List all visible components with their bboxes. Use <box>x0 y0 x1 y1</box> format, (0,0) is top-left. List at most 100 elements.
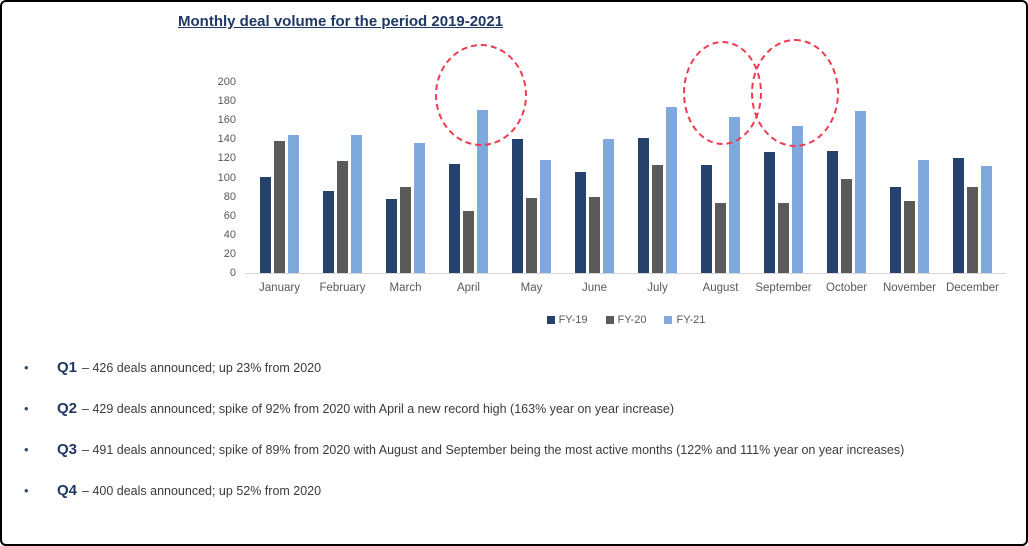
bar-fy-20-december <box>967 187 978 273</box>
x-axis-line <box>245 273 1006 274</box>
x-tick-label-march: March <box>389 282 422 294</box>
bar-group-august <box>689 82 752 273</box>
bar-group-june <box>563 82 626 273</box>
bullet-quarter-label: Q1 <box>57 359 78 376</box>
bullet-row-q4: • Q4 – 400 deals announced; up 52% from 20… <box>24 482 321 499</box>
bar-fy-20-february <box>337 161 348 273</box>
bar-fy-19-september <box>764 152 775 273</box>
bar-fy-21-june <box>603 139 614 273</box>
bar-fy-21-february <box>351 135 362 273</box>
bar-group-november <box>878 82 941 273</box>
bar-fy-19-january <box>260 177 271 273</box>
bar-group-december <box>941 82 1004 273</box>
x-tick-label-january: January <box>259 282 300 294</box>
bar-fy-19-november <box>890 187 901 273</box>
bullet-row-q1: • Q1 – 426 deals announced; up 23% from 20… <box>24 359 321 376</box>
y-tick-label: 200 <box>217 76 236 88</box>
legend-swatch-icon <box>605 316 614 324</box>
legend-label: FY-20 <box>617 314 647 326</box>
bullet-marker-icon: • <box>24 442 29 457</box>
bullet-quarter-label: Q2 <box>57 400 78 417</box>
bar-fy-21-april <box>477 110 488 273</box>
highlight-circle-september <box>751 39 839 147</box>
bar-fy-20-april <box>463 211 474 273</box>
x-tick-label-may: May <box>520 282 543 294</box>
y-tick-label: 80 <box>223 190 236 203</box>
legend-item-fy-19: FY-19 <box>546 314 588 326</box>
bar-fy-19-february <box>323 191 334 273</box>
bar-fy-19-june <box>575 172 586 273</box>
chart-plot <box>248 82 1004 273</box>
bar-group-january <box>248 82 311 273</box>
bar-fy-19-march <box>386 199 397 273</box>
bar-fy-21-may <box>540 160 551 273</box>
legend-label: FY-21 <box>676 314 706 326</box>
bar-fy-21-july <box>666 107 677 273</box>
legend-item-fy-20: FY-20 <box>605 314 647 326</box>
y-tick-label: 100 <box>217 171 236 184</box>
bar-group-may <box>500 82 563 273</box>
chart-title: Monthly deal volume for the period 2019-… <box>178 13 504 30</box>
x-tick-label-july: July <box>647 282 668 294</box>
y-tick-label: 60 <box>223 209 236 222</box>
bar-fy-20-may <box>526 198 537 273</box>
bar-fy-21-august <box>729 117 740 273</box>
bar-group-september <box>752 82 815 273</box>
bar-fy-21-september <box>792 126 803 273</box>
x-tick-label-october: October <box>826 282 867 294</box>
bullet-row-q2: • Q2 – 429 deals announced; spike of 92% f… <box>24 400 674 417</box>
x-tick-label-june: June <box>582 282 607 294</box>
bullet-text: – 400 deals announced; up 52% from 2020 <box>82 484 322 498</box>
x-tick-label-february: February <box>319 282 366 294</box>
bar-fy-21-october <box>855 111 866 273</box>
bar-fy-19-may <box>512 139 523 273</box>
bullet-marker-icon: • <box>24 483 29 498</box>
bar-fy-20-november <box>904 201 915 273</box>
bar-fy-21-december <box>981 166 992 273</box>
y-tick-label: 40 <box>223 228 236 241</box>
y-tick-label: 0 <box>229 267 236 279</box>
legend-swatch-icon <box>546 316 555 324</box>
x-tick-label-august: August <box>702 282 739 294</box>
bar-fy-21-march <box>414 143 425 273</box>
bar-fy-20-january <box>274 141 285 273</box>
x-tick-label-december: December <box>945 282 1000 294</box>
bar-fy-19-october <box>827 151 838 273</box>
y-tick-label: 160 <box>217 114 236 127</box>
legend-swatch-icon <box>664 316 673 324</box>
legend-label: FY-19 <box>558 314 588 326</box>
bar-fy-21-january <box>288 135 299 273</box>
bar-group-july <box>626 82 689 273</box>
bar-fy-20-october <box>841 179 852 273</box>
bar-fy-20-june <box>589 197 600 273</box>
x-tick-label-september: September <box>755 282 812 294</box>
bar-group-april <box>437 82 500 273</box>
y-tick-label: 120 <box>217 152 236 165</box>
bar-fy-20-august <box>715 203 726 273</box>
bullet-marker-icon: • <box>24 401 29 416</box>
x-tick-label-november: November <box>882 282 937 294</box>
chart-legend: FY-19 FY-20 FY-21 <box>248 314 1004 326</box>
y-tick-label: 180 <box>217 95 236 108</box>
y-tick-label: 140 <box>217 133 236 146</box>
bar-fy-20-september <box>778 203 789 273</box>
bar-fy-19-april <box>449 164 460 273</box>
bullet-quarter-label: Q3 <box>57 441 78 458</box>
bar-fy-19-july <box>638 138 649 273</box>
bar-fy-19-august <box>701 165 712 273</box>
bullet-row-q3: • Q3 – 491 deals announced; spike of 89% f… <box>24 441 904 458</box>
bar-group-october <box>815 82 878 273</box>
bar-fy-20-march <box>400 187 411 273</box>
bullet-quarter-label: Q4 <box>57 482 78 499</box>
bar-group-march <box>374 82 437 273</box>
highlight-circle-april <box>435 44 527 146</box>
y-tick-label: 20 <box>223 247 236 260</box>
x-tick-label-april: April <box>456 282 480 294</box>
bar-fy-19-december <box>953 158 964 273</box>
bullet-marker-icon: • <box>24 360 29 375</box>
legend-item-fy-21: FY-21 <box>664 314 705 326</box>
bullet-text: – 491 deals announced; spike of 89% from… <box>82 443 905 457</box>
bullet-text: – 426 deals announced; up 23% from 2020 <box>82 361 322 375</box>
bar-fy-21-november <box>918 160 929 273</box>
